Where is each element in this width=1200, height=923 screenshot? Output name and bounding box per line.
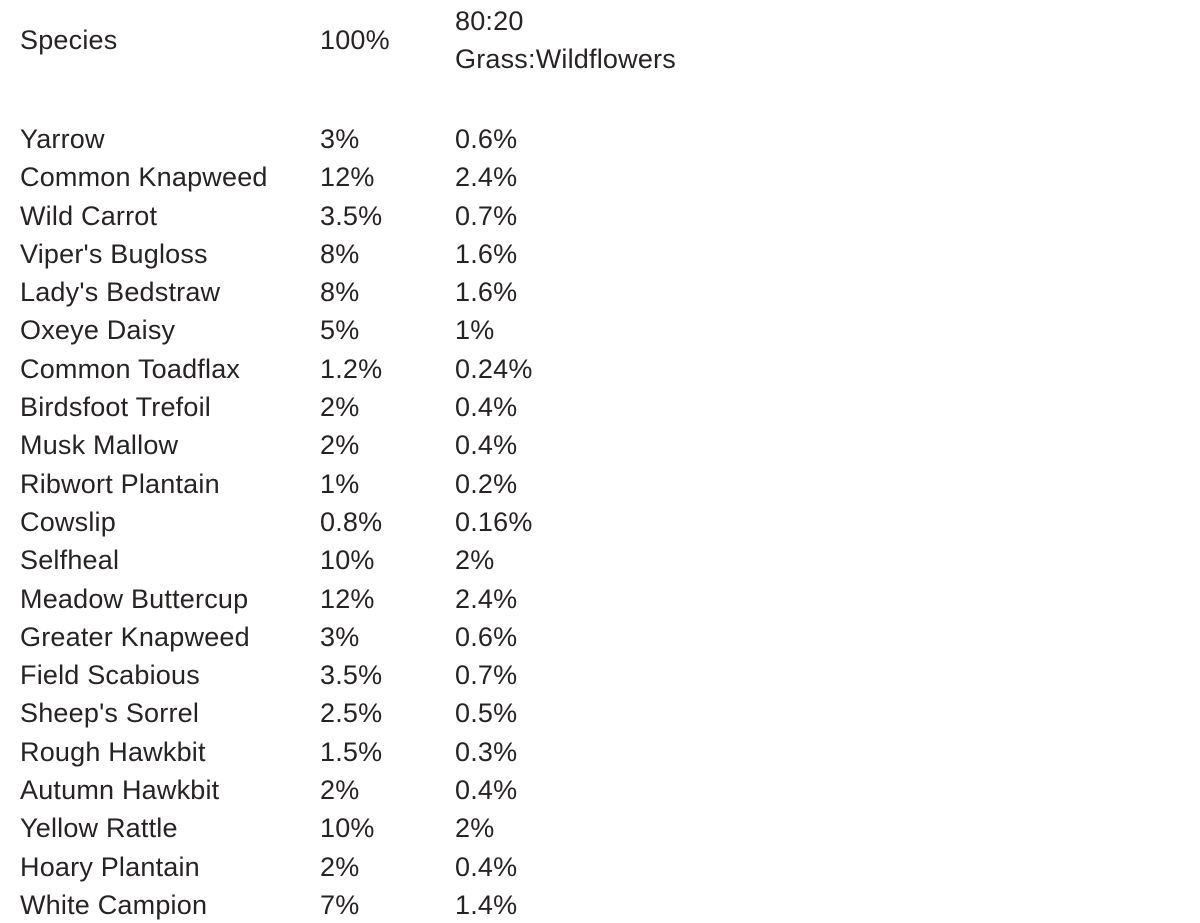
column-header-80-20-line1: 80:20 [455,6,524,36]
rate-80-20-mix-cell: 0.4% [455,775,518,806]
table-row: Oxeye Daisy 5% 1% [20,311,1200,349]
rate-100-percent-cell: 2% [320,430,360,461]
rate-80-20-mix-cell: 0.5% [455,698,518,729]
species-name-cell: Hoary Plantain [20,851,200,882]
rate-80-20-mix-cell: 0.4% [455,430,518,461]
rate-100-percent-cell: 8% [320,238,360,269]
rate-80-20-mix-cell: 1.4% [455,889,518,920]
rate-100-percent-cell: 8% [320,277,360,308]
column-header-species: Species [20,25,118,55]
rate-80-20-mix-cell: 1% [455,315,495,346]
species-name-cell: Yellow Rattle [20,813,178,844]
species-name-cell: Yarrow [20,124,105,154]
rate-100-percent-cell: 7% [320,889,360,920]
rate-80-20-mix-cell: 0.6% [455,621,518,652]
species-name-cell: Viper's Bugloss [20,238,208,269]
table-row: Sheep's Sorrel 2.5% 0.5% [20,694,1200,732]
table-row: Selfheal 10% 2% [20,541,1200,579]
species-name-cell: Autumn Hawkbit [20,775,220,806]
rate-80-20-mix-cell: 0.24% [455,353,533,384]
table-row: Common Knapweed 12% 2.4% [20,158,1200,196]
table-body: Yarrow 3% 0.6% Common Knapweed 12% 2.4% Wild C… [20,120,1200,923]
rate-100-percent-cell: 2% [320,775,360,806]
rate-80-20-mix-cell: 0.4% [455,851,518,882]
species-name-cell: Lady's Bedstraw [20,277,221,308]
species-name-cell: Rough Hawkbit [20,736,206,767]
table-row: Cowslip 0.8% 0.16% [20,503,1200,541]
species-name-cell: Greater Knapweed [20,621,250,652]
table-row: Field Scabious 3.5% 0.7% [20,656,1200,694]
table-row: Wild Carrot 3.5% 0.7% [20,197,1200,235]
table-row: Autumn Hawkbit 2% 0.4% [20,771,1200,809]
rate-80-20-mix-cell: 0.4% [455,392,518,423]
species-name-cell: Oxeye Daisy [20,315,176,346]
table-row: Viper's Bugloss 8% 1.6% [20,235,1200,273]
rate-100-percent-cell: 0.8% [320,506,383,537]
rate-80-20-mix-cell: 1.6% [455,238,518,269]
table-row: Yellow Rattle 10% 2% [20,809,1200,847]
rate-100-percent-cell: 3% [320,124,360,154]
table-row: Greater Knapweed 3% 0.6% [20,618,1200,656]
table-row: Common Toadflax 1.2% 0.24% [20,350,1200,388]
species-name-cell: Sheep's Sorrel [20,698,200,729]
rate-100-percent-cell: 10% [320,813,375,844]
rate-80-20-mix-cell: 2% [455,545,495,576]
column-header-100-percent: 100% [320,25,390,55]
species-name-cell: Musk Mallow [20,430,179,461]
rate-100-percent-cell: 3.5% [320,200,383,231]
rate-80-20-mix-cell: 0.6% [455,124,518,154]
table-row: Ribwort Plantain 1% 0.2% [20,465,1200,503]
rate-80-20-mix-cell: 0.2% [455,468,518,499]
table-header-row: Species 100% 80:20 Grass:Wildflowers [20,2,1200,78]
column-header-80-20-line2: Grass:Wildflowers [455,44,676,74]
species-name-cell: Field Scabious [20,660,200,691]
rate-100-percent-cell: 2.5% [320,698,383,729]
species-name-cell: Meadow Buttercup [20,583,249,614]
species-name-cell: Common Toadflax [20,353,241,384]
table-row: Meadow Buttercup 12% 2.4% [20,580,1200,618]
species-name-cell: Wild Carrot [20,200,158,231]
rate-80-20-mix-cell: 0.16% [455,506,533,537]
rate-100-percent-cell: 2% [320,392,360,423]
rate-100-percent-cell: 1.5% [320,736,383,767]
rate-100-percent-cell: 12% [320,583,375,614]
rate-80-20-mix-cell: 0.7% [455,200,518,231]
table-row: Lady's Bedstraw 8% 1.6% [20,273,1200,311]
species-name-cell: Birdsfoot Trefoil [20,392,211,423]
rate-80-20-mix-cell: 1.6% [455,277,518,308]
table-row: Yarrow 3% 0.6% [20,120,1200,158]
rate-100-percent-cell: 3.5% [320,660,383,691]
rate-80-20-mix-cell: 0.3% [455,736,518,767]
column-header-80-20-mix: 80:20 Grass:Wildflowers [455,2,1200,78]
species-name-cell: Ribwort Plantain [20,468,220,499]
table-row: Rough Hawkbit 1.5% 0.3% [20,733,1200,771]
table-row: White Campion 7% 1.4% [20,886,1200,923]
species-name-cell: Common Knapweed [20,162,268,193]
rate-80-20-mix-cell: 2.4% [455,583,518,614]
species-name-cell: Cowslip [20,506,116,537]
table-row: Hoary Plantain 2% 0.4% [20,848,1200,886]
rate-100-percent-cell: 1% [320,468,360,499]
table-row: Musk Mallow 2% 0.4% [20,426,1200,464]
rate-100-percent-cell: 12% [320,162,375,193]
rate-80-20-mix-cell: 2% [455,813,495,844]
rate-100-percent-cell: 1.2% [320,353,383,384]
rate-100-percent-cell: 2% [320,851,360,882]
rate-80-20-mix-cell: 0.7% [455,660,518,691]
rate-100-percent-cell: 10% [320,545,375,576]
rate-100-percent-cell: 3% [320,621,360,652]
rate-100-percent-cell: 5% [320,315,360,346]
rate-80-20-mix-cell: 2.4% [455,162,518,193]
table-row: Birdsfoot Trefoil 2% 0.4% [20,388,1200,426]
species-name-cell: Selfheal [20,545,120,576]
species-name-cell: White Campion [20,889,208,920]
